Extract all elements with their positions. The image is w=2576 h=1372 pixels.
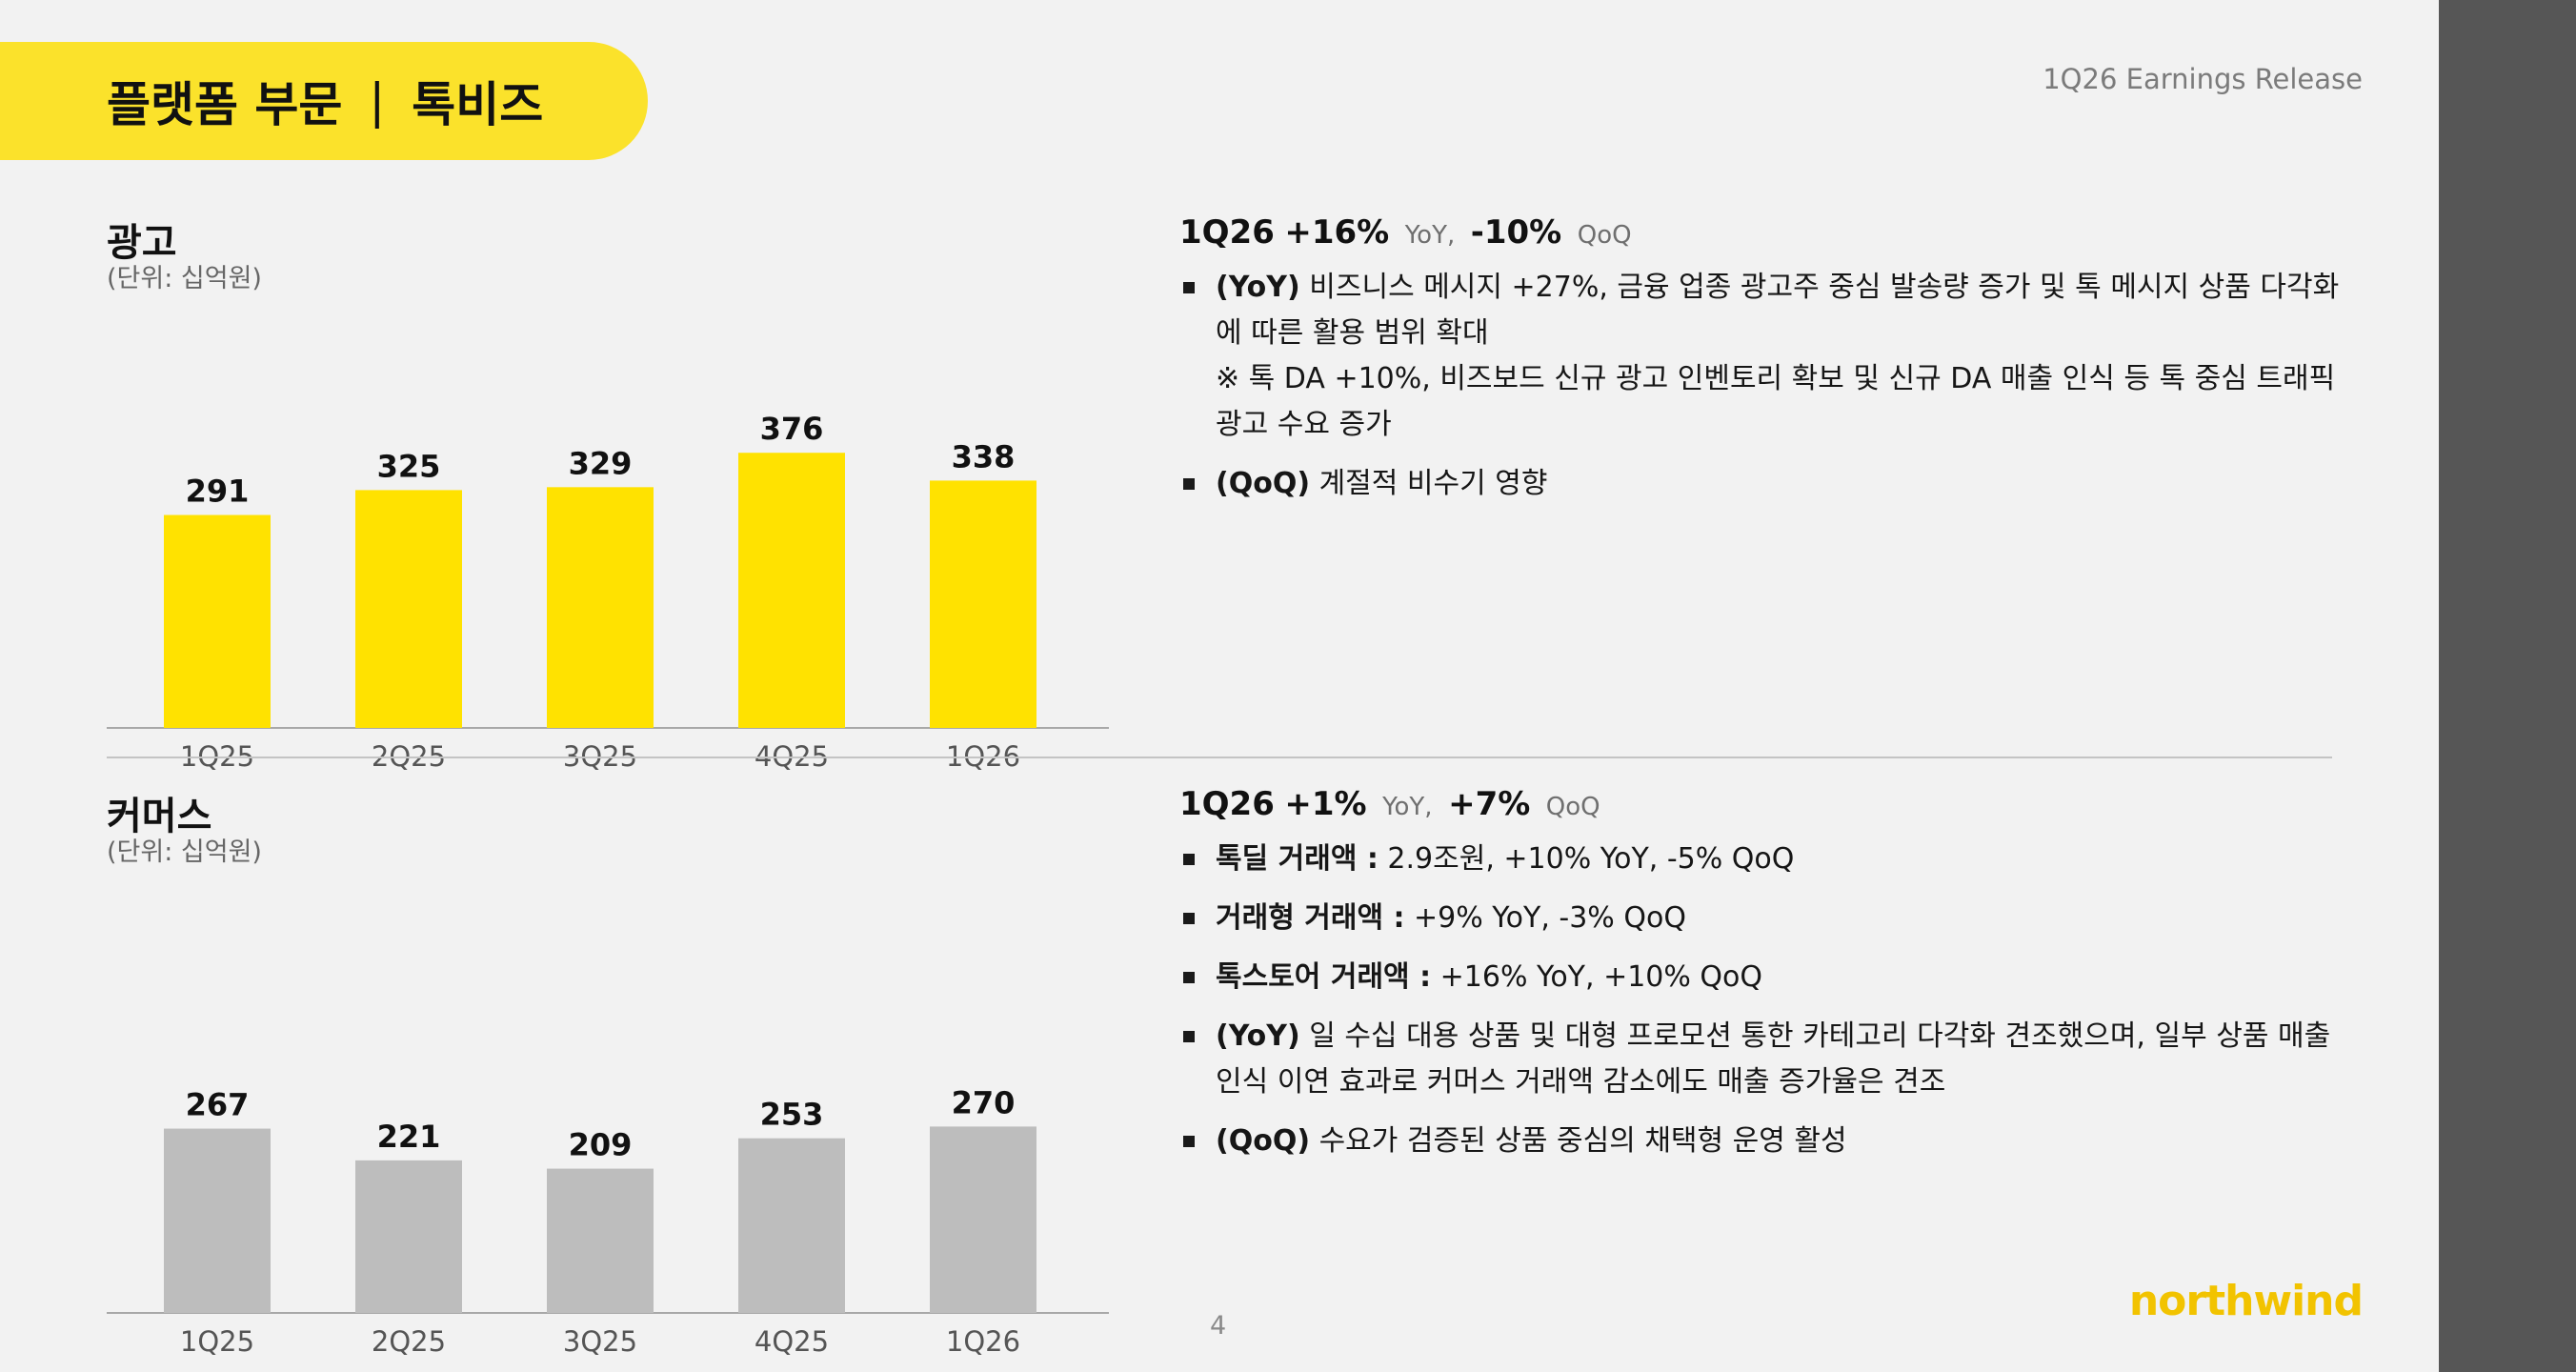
ads-data-label: 329 [569,445,633,481]
bullet-text: 일 수십 대용 상품 및 대형 프로모션 통한 카테고리 다각화 견조했으며, … [1216,1019,2331,1099]
commerce-data-label: 209 [569,1127,633,1163]
commerce-bullet-yoy: (YoY) 일 수십 대용 상품 및 대형 프로모션 통한 카테고리 다각화 견… [1179,1014,2344,1105]
commerce-bullet-store: 톡스토어 거래액 : +16% YoY, +10% QoQ [1179,955,2344,1000]
commerce-headline-yoy-label: YoY, [1382,793,1433,821]
commerce-bar-1Q26 [930,1126,1036,1313]
ads-headline-period: 1Q26 [1179,213,1275,252]
bullet-square-icon [1183,972,1195,983]
commerce-headline-qoq-label: QoQ [1545,793,1600,821]
bullet-note: ※ 톡 DA +10%, 비즈보드 신규 광고 인벤토리 확보 및 신규 DA … [1216,362,2336,441]
bullet-bold: (QoQ) [1216,1124,1311,1158]
commerce-bar-chart: 267 1Q25 221 2Q25 209 3Q25 253 4Q25 270 1Q26 [107,1084,1109,1358]
ads-headline: 1Q26 +16% YoY, -10% QoQ [1179,213,1638,252]
ads-bar-2Q25 [355,490,462,728]
ads-bar-4Q25 [738,453,845,728]
bullet-bold: 톡딜 거래액 : [1216,842,1379,876]
section-title-sub: 톡비즈 [412,77,544,132]
commerce-bullet-qoq: (QoQ) 수요가 검증된 상품 중심의 채택형 운영 활성 [1179,1119,2344,1164]
bullet-square-icon [1183,1136,1195,1147]
section-divider [107,757,2332,758]
northwind-logo: northwind [2128,1277,2364,1325]
commerce-category-label: 2Q25 [372,1325,446,1358]
bullet-text: 계절적 비수기 영향 [1310,467,1548,500]
bullet-text: +9% YoY, -3% QoQ [1404,901,1686,935]
commerce-data-label: 270 [952,1084,1016,1120]
section-title-main: 플랫폼 부문 [107,77,343,132]
ads-headline-qoq: -10% [1470,213,1562,252]
bullet-bold: (YoY) [1216,1019,1300,1053]
bullet-square-icon [1183,282,1195,293]
commerce-category-label: 1Q26 [946,1325,1020,1358]
bullet-text: 비즈니스 메시지 +27%, 금융 업종 광고주 중심 발송량 증가 및 톡 메… [1216,271,2340,350]
bullet-square-icon [1183,1031,1195,1042]
release-label: 1Q26 Earnings Release [2043,63,2363,95]
ads-bullet-list: (YoY) 비즈니스 메시지 +27%, 금융 업종 광고주 중심 발송량 증가… [1179,265,2344,520]
ads-unit: (단위: 십억원) [107,264,262,293]
commerce-headline-period: 1Q26 [1179,785,1275,823]
bullet-bold: 거래형 거래액 : [1216,901,1405,935]
commerce-category-label: 3Q25 [563,1325,637,1358]
bullet-text: 수요가 검증된 상품 중심의 채택형 운영 활성 [1310,1124,1847,1158]
commerce-bar-2Q25 [355,1160,462,1313]
bullet-text: 2.9조원, +10% YoY, -5% QoQ [1378,842,1795,876]
commerce-data-label: 267 [186,1087,250,1123]
commerce-bullet-list: 톡딜 거래액 : 2.9조원, +10% YoY, -5% QoQ 거래형 거래… [1179,837,2344,1178]
commerce-category-label: 1Q25 [180,1325,254,1358]
ads-data-label: 325 [377,448,441,484]
bullet-text: +16% YoY, +10% QoQ [1431,960,1763,994]
commerce-bar-1Q25 [164,1128,271,1313]
title-separator: | [369,73,386,129]
commerce-bar-4Q25 [738,1138,845,1313]
ads-bullet-qoq: (QoQ) 계절적 비수기 영향 [1179,461,2344,507]
commerce-data-label: 221 [377,1119,441,1155]
ads-data-label: 376 [760,411,824,447]
ads-data-label: 338 [952,438,1016,474]
page-number: 4 [1210,1311,1227,1341]
bullet-square-icon [1183,478,1195,490]
commerce-title: 커머스 [107,795,212,838]
commerce-headline-qoq: +7% [1448,785,1531,823]
bullet-bold: (YoY) [1216,271,1300,304]
commerce-bullet-transaction: 거래형 거래액 : +9% YoY, -3% QoQ [1179,896,2344,941]
ads-bar-1Q25 [164,514,271,728]
commerce-headline: 1Q26 +1% YoY, +7% QoQ [1179,785,1606,823]
ads-bullet-yoy: (YoY) 비즈니스 메시지 +27%, 금융 업종 광고주 중심 발송량 증가… [1179,265,2344,448]
ads-bar-1Q26 [930,480,1036,728]
commerce-bullet-dealcount: 톡딜 거래액 : 2.9조원, +10% YoY, -5% QoQ [1179,837,2344,882]
commerce-bar-3Q25 [547,1168,654,1313]
commerce-category-label: 4Q25 [755,1325,829,1358]
commerce-data-label: 253 [760,1097,824,1133]
bullet-bold: (QoQ) [1216,467,1311,500]
bullet-bold: 톡스토어 거래액 : [1216,960,1432,994]
commerce-headline-yoy: +1% [1284,785,1367,823]
section-title-banner: 플랫폼 부문 | 톡비즈 [0,42,648,160]
bullet-square-icon [1183,913,1195,924]
ads-data-label: 291 [186,474,250,510]
ads-title: 광고 [107,221,177,265]
commerce-unit: (단위: 십억원) [107,837,262,867]
bullet-square-icon [1183,854,1195,865]
right-margin-panel [2439,0,2576,1372]
ads-bar-3Q25 [547,487,654,728]
ads-headline-yoy: +16% [1284,213,1390,252]
ads-headline-yoy-label: YoY, [1404,221,1456,250]
ads-headline-qoq-label: QoQ [1577,221,1632,250]
